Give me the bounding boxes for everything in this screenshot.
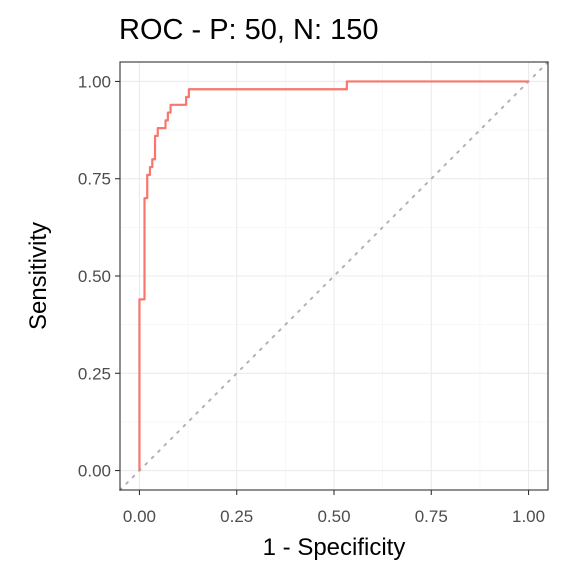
y-axis: 0.00 0.25 0.50 0.75 1.00: [78, 72, 120, 481]
y-tick-label: 0.25: [78, 364, 111, 383]
x-tick-label: 0.25: [220, 507, 253, 526]
x-tick-label: 0.00: [123, 507, 156, 526]
y-tick-label: 1.00: [78, 72, 111, 91]
x-axis: 0.00 0.25 0.50 0.75 1.00: [123, 490, 545, 526]
grid: [120, 62, 548, 490]
y-axis-title: Sensitivity: [25, 222, 52, 330]
y-tick-label: 0.75: [78, 170, 111, 189]
x-tick-label: 0.75: [415, 507, 448, 526]
x-axis-title: 1 - Specificity: [263, 534, 406, 561]
reference-diagonal: [119, 61, 549, 491]
series-group: [138, 80, 529, 471]
roc-curve-line: [138, 80, 529, 471]
x-tick-label: 1.00: [512, 507, 545, 526]
y-tick-label: 0.00: [78, 462, 111, 481]
chart-title: ROC - P: 50, N: 150: [119, 14, 379, 46]
y-tick-label: 0.50: [78, 267, 111, 286]
reference-diagonal-group: [119, 61, 549, 491]
x-tick-label: 0.50: [317, 507, 350, 526]
